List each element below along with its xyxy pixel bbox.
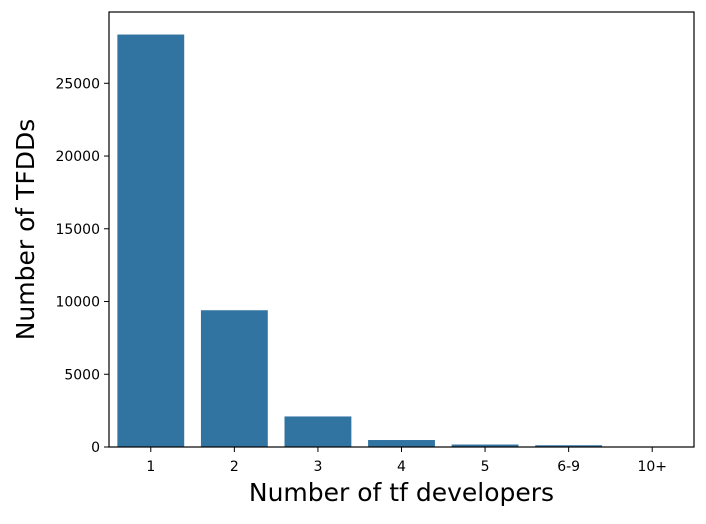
bars-group	[117, 35, 685, 447]
x-tick-label: 5	[481, 459, 490, 475]
bar-1	[117, 35, 184, 447]
y-tick-label: 20000	[55, 149, 100, 165]
y-tick-label: 5000	[64, 367, 100, 383]
y-tick-label: 25000	[55, 76, 100, 92]
y-tick-label: 15000	[55, 222, 100, 238]
bar-3	[285, 416, 352, 447]
x-tick-label: 4	[397, 459, 406, 475]
y-tick-label: 0	[91, 440, 100, 456]
plot-area-frame	[109, 12, 694, 447]
x-tick-label: 2	[230, 459, 239, 475]
bar-4	[368, 440, 435, 447]
x-tick-label: 3	[313, 459, 322, 475]
x-tick-label: 10+	[637, 459, 667, 475]
x-tick-label: 1	[146, 459, 155, 475]
x-axis-ticks: 1 2 3 4 5 6-9 10+	[146, 447, 667, 475]
y-axis-ticks: 0 5000 10000 15000 20000 25000	[55, 76, 109, 456]
y-tick-label: 10000	[55, 295, 100, 311]
x-tick-label: 6-9	[557, 459, 580, 475]
bar-2	[201, 310, 268, 447]
x-axis-title: Number of tf developers	[249, 478, 554, 507]
y-axis-title: Number of TFDDs	[11, 119, 40, 341]
